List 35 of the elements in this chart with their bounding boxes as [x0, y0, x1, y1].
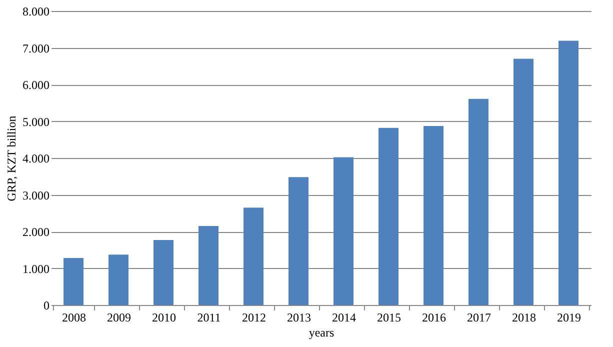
x-tick-label: 2018: [512, 310, 536, 324]
y-axis-title: GRP, KZT billion: [4, 116, 18, 202]
y-tick-label: 5.000: [22, 114, 50, 129]
bar: [154, 240, 174, 305]
x-tick-label: 2012: [242, 310, 266, 324]
bar: [288, 177, 308, 305]
bar: [244, 208, 264, 305]
y-tick-label: 6.000: [22, 78, 50, 92]
x-axis-title: years: [308, 326, 334, 340]
y-tick-label: 4.000: [22, 152, 50, 166]
x-tick-label: 2014: [332, 310, 356, 324]
bar: [558, 40, 578, 305]
bar: [198, 226, 218, 305]
x-tick-label: 2013: [287, 310, 311, 324]
x-tick-label: 2009: [107, 310, 131, 324]
x-tick-label: 2011: [197, 310, 221, 324]
bar: [108, 254, 128, 305]
y-tick-label: 2.000: [22, 225, 50, 239]
bar: [64, 258, 84, 305]
x-tick-label: 2017: [467, 310, 491, 324]
bar: [424, 126, 444, 305]
y-tick-label: 8.000: [22, 4, 50, 18]
y-tick-label: 7.000: [22, 41, 50, 56]
y-tick-label: 3.000: [22, 188, 50, 202]
bar: [378, 128, 398, 305]
x-tick-label: 2008: [62, 310, 86, 324]
bar: [468, 98, 488, 305]
x-tick-label: 2015: [377, 310, 401, 324]
x-tick-label: 2019: [557, 310, 581, 324]
x-tick-label: 2016: [422, 310, 446, 324]
bar: [514, 58, 534, 305]
y-tick-label: 0: [44, 298, 50, 312]
x-tick-label: 2010: [152, 310, 176, 324]
bar: [334, 157, 354, 305]
y-tick-label: 1.000: [22, 262, 50, 276]
